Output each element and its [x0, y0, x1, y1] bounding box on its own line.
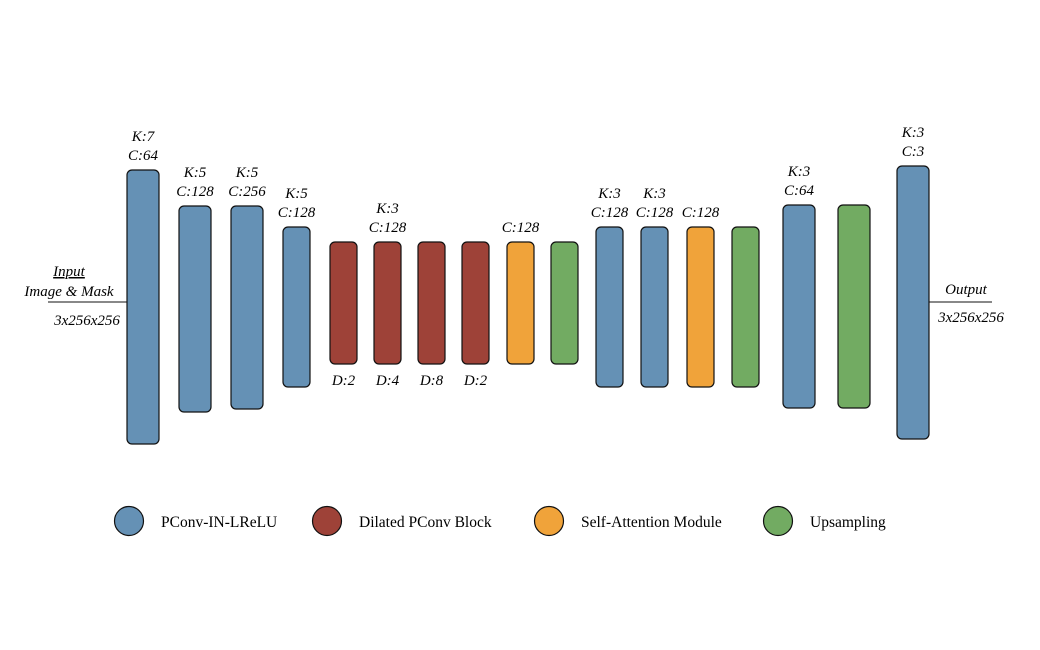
legend-swatch-dilated — [311, 505, 343, 537]
block-4-top-label-1: K:5 — [284, 186, 308, 202]
legend-label-upsampling: Upsampling — [810, 514, 886, 531]
io-labels: Input Image & Mask 3x256x256 Output 3x25… — [23, 264, 1004, 329]
legend-label-pconv: PConv-IN-LReLU — [161, 514, 277, 531]
block-9-top-label-1: C:128 — [502, 220, 540, 236]
block-6-top-label-2: C:128 — [369, 220, 407, 236]
layer-blocks: K:7 C:64 K:5 C:128 K:5 C:256 K:5 C:128 D:2 K:3 C:1… — [126, 125, 930, 445]
pconv-block-3 — [230, 205, 264, 410]
block-5-bottom-label: D:2 — [331, 373, 356, 389]
legend-label-attention: Self-Attention Module — [581, 514, 722, 531]
block-7-bottom-label: D:8 — [419, 373, 444, 389]
upsampling-block-16 — [837, 204, 871, 409]
block-11-top-label-1: K:3 — [597, 186, 621, 202]
block-2-top-label-1: K:5 — [183, 165, 207, 181]
attention-block-13 — [686, 226, 715, 388]
block-6-top-label-1: K:3 — [375, 201, 399, 217]
attention-block-9 — [506, 241, 535, 365]
block-2-top-label-2: C:128 — [176, 184, 214, 200]
block-1-top-label-2: C:64 — [128, 148, 159, 164]
pconv-block-17 — [896, 165, 930, 440]
output-shape: 3x256x256 — [937, 310, 1004, 326]
pconv-block-12 — [640, 226, 669, 388]
dilated-block-6 — [373, 241, 402, 365]
block-17-top-label-1: K:3 — [901, 125, 925, 141]
input-title: Input — [52, 264, 85, 280]
legend-swatch-upsampling — [762, 505, 794, 537]
pconv-block-2 — [178, 205, 212, 413]
pconv-block-11 — [595, 226, 624, 388]
input-subtitle: Image & Mask — [23, 284, 113, 300]
block-15-top-label-1: K:3 — [787, 164, 811, 180]
pconv-block-4 — [282, 226, 311, 388]
upsampling-block-10 — [550, 241, 579, 365]
block-1-top-label-1: K:7 — [131, 129, 156, 145]
dilated-block-7 — [417, 241, 446, 365]
block-4-top-label-2: C:128 — [278, 205, 316, 221]
output-title: Output — [945, 282, 988, 298]
block-17-top-label-2: C:3 — [902, 144, 925, 160]
upsampling-block-14 — [731, 226, 760, 388]
legend-label-dilated: Dilated PConv Block — [359, 514, 492, 531]
block-11-top-label-2: C:128 — [591, 205, 629, 221]
legend-swatch-attention — [533, 505, 565, 537]
block-15-top-label-2: C:64 — [784, 183, 815, 199]
legend: PConv-IN-LReLU Dilated PConv Block Self-At… — [113, 505, 886, 537]
block-13-top-label-1: C:128 — [682, 205, 720, 221]
dilated-block-5 — [329, 241, 358, 365]
block-3-top-label-1: K:5 — [235, 165, 259, 181]
block-8-bottom-label: D:2 — [463, 373, 488, 389]
pconv-block-1 — [126, 169, 160, 445]
block-6-bottom-label: D:4 — [375, 373, 400, 389]
dilated-block-8 — [461, 241, 490, 365]
block-12-top-label-2: C:128 — [636, 205, 674, 221]
block-12-top-label-1: K:3 — [642, 186, 666, 202]
legend-swatch-pconv — [113, 505, 145, 537]
pconv-block-15 — [782, 204, 816, 409]
input-shape: 3x256x256 — [53, 313, 120, 329]
block-3-top-label-2: C:256 — [228, 184, 266, 200]
